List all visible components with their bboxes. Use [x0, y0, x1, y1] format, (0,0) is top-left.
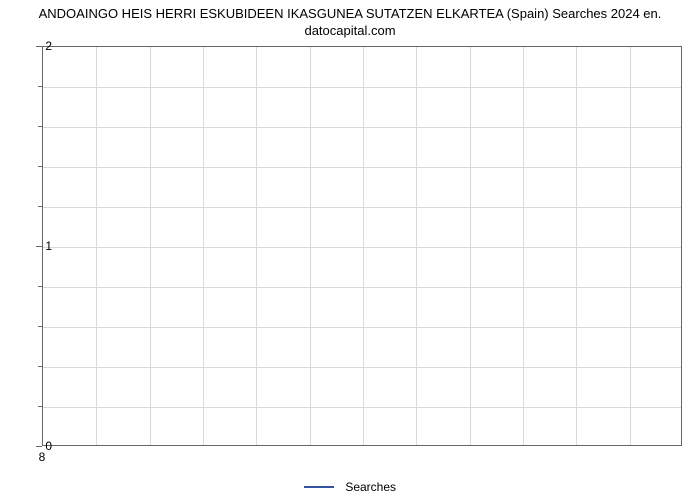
- y-minor-tick-mark: [38, 86, 42, 87]
- legend-swatch: [304, 486, 334, 488]
- gridline-horizontal: [43, 327, 681, 328]
- gridline-horizontal: [43, 127, 681, 128]
- gridline-horizontal: [43, 287, 681, 288]
- gridline-horizontal: [43, 367, 681, 368]
- y-minor-tick-mark: [38, 126, 42, 127]
- chart-legend: Searches: [0, 479, 700, 494]
- gridline-horizontal: [43, 207, 681, 208]
- gridline-vertical: [310, 47, 311, 445]
- gridline-horizontal: [43, 407, 681, 408]
- y-minor-tick-mark: [38, 406, 42, 407]
- gridline-horizontal: [43, 167, 681, 168]
- chart-title-line1: ANDOAINGO HEIS HERRI ESKUBIDEEN IKASGUNE…: [39, 6, 662, 21]
- y-tick-label: 1: [22, 239, 52, 253]
- plot-area: 8: [42, 46, 682, 446]
- gridline-vertical: [150, 47, 151, 445]
- y-tick-label: 0: [22, 439, 52, 453]
- gridline-vertical: [203, 47, 204, 445]
- gridline-horizontal: [43, 247, 681, 248]
- y-minor-tick-mark: [38, 286, 42, 287]
- gridline-vertical: [523, 47, 524, 445]
- y-minor-tick-mark: [38, 206, 42, 207]
- legend-label: Searches: [345, 480, 396, 494]
- gridline-vertical: [630, 47, 631, 445]
- gridline-vertical: [96, 47, 97, 445]
- gridline-vertical: [470, 47, 471, 445]
- chart-title-line2: datocapital.com: [304, 23, 395, 38]
- y-minor-tick-mark: [38, 166, 42, 167]
- y-tick-label: 2: [22, 39, 52, 53]
- gridline-vertical: [416, 47, 417, 445]
- gridline-horizontal: [43, 87, 681, 88]
- chart-container: ANDOAINGO HEIS HERRI ESKUBIDEEN IKASGUNE…: [0, 0, 700, 500]
- gridline-vertical: [576, 47, 577, 445]
- y-minor-tick-mark: [38, 366, 42, 367]
- y-minor-tick-mark: [38, 326, 42, 327]
- chart-title: ANDOAINGO HEIS HERRI ESKUBIDEEN IKASGUNE…: [0, 0, 700, 40]
- gridline-vertical: [256, 47, 257, 445]
- plot-border: [42, 46, 682, 446]
- gridline-vertical: [363, 47, 364, 445]
